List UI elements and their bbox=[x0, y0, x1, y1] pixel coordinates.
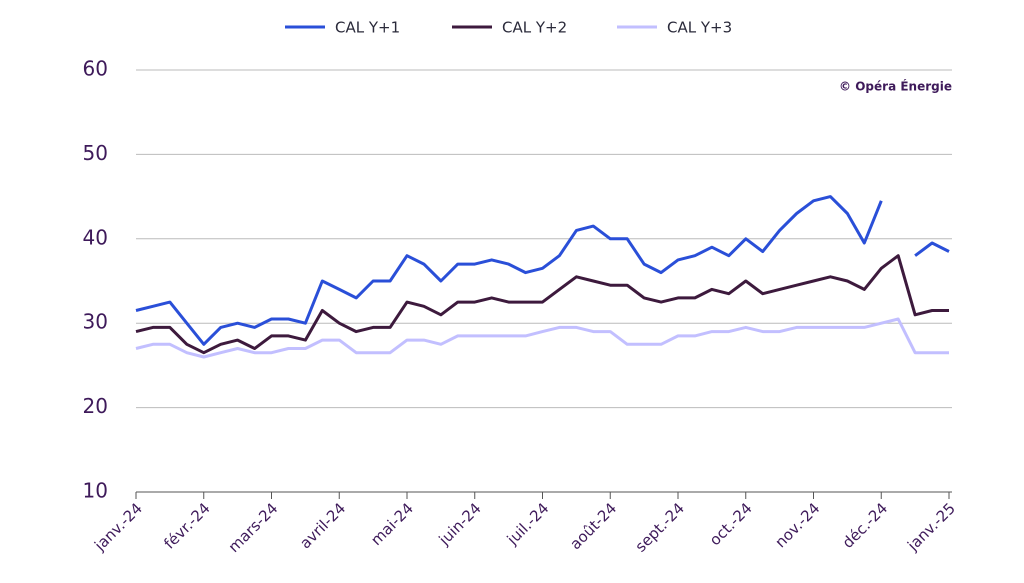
line-series bbox=[135, 195, 950, 346]
x-tick-label: sept.-24 bbox=[632, 499, 688, 555]
x-tick-label: avril-24 bbox=[296, 499, 349, 552]
y-tick-label: 60 bbox=[83, 57, 108, 81]
x-tick-label: juil.-24 bbox=[503, 499, 553, 549]
x-tick-label: juin-24 bbox=[435, 499, 485, 549]
x-tick-label: mai-24 bbox=[367, 499, 417, 549]
x-tick-label: janv.-25 bbox=[903, 499, 959, 555]
legend-label: CAL Y+1 bbox=[335, 19, 400, 37]
x-tick-label: nov.-24 bbox=[771, 499, 823, 551]
y-tick-label: 10 bbox=[83, 479, 108, 503]
x-tick-label: févr.-24 bbox=[160, 499, 213, 552]
x-tick-label: mars-24 bbox=[225, 499, 282, 556]
legend-label: CAL Y+3 bbox=[667, 19, 732, 37]
y-tick-label: 20 bbox=[83, 394, 108, 418]
annotation: © Opéra Énergie bbox=[839, 79, 952, 94]
x-tick-label: août-24 bbox=[566, 499, 620, 553]
x-tick-label: déc.-24 bbox=[839, 499, 892, 552]
legend-label: CAL Y+2 bbox=[502, 19, 567, 37]
x-tick-label: oct.-24 bbox=[706, 499, 756, 549]
line-series bbox=[135, 317, 949, 359]
y-tick-label: 40 bbox=[83, 225, 108, 249]
y-tick-label: 50 bbox=[83, 141, 108, 165]
y-tick-label: 30 bbox=[83, 310, 108, 334]
line-series bbox=[135, 254, 949, 355]
x-tick-label: janv.-24 bbox=[90, 499, 146, 555]
